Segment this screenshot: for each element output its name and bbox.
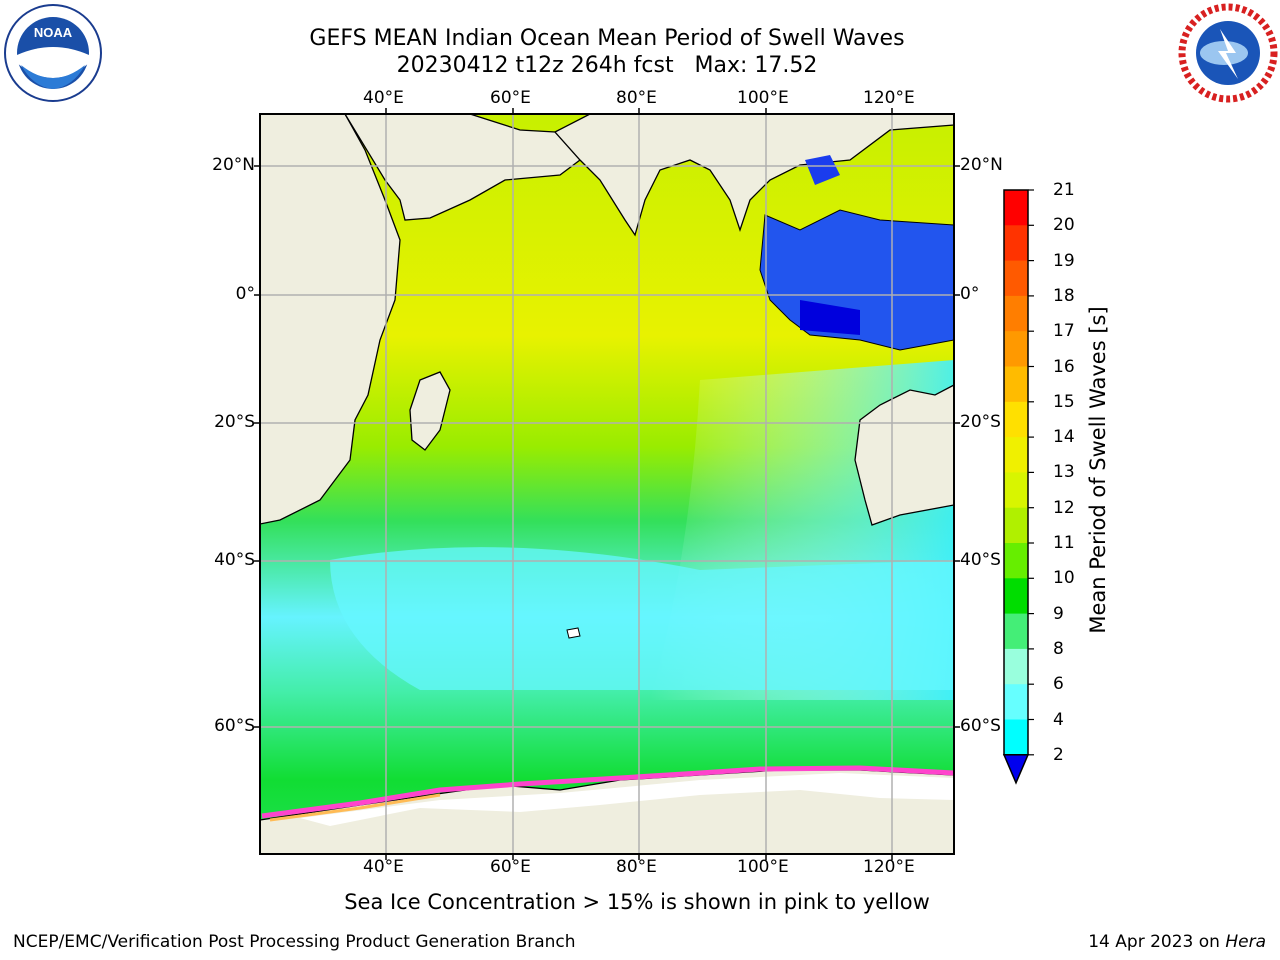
colorbar-segment <box>1004 331 1028 367</box>
colorbar-segment <box>1004 472 1028 509</box>
colorbar-segment <box>1004 225 1028 262</box>
lat-label-right-40s: 40°S <box>960 550 1001 570</box>
colorbar-tick-label: 2 <box>1053 744 1064 765</box>
colorbar-segment <box>1004 507 1028 544</box>
noaa-logo-text: NOAA <box>34 25 73 40</box>
nws-logo <box>1178 3 1278 103</box>
colorbar-segment <box>1004 719 1028 756</box>
lon-label-bottom-60e: 60°E <box>490 857 531 877</box>
lat-label-right-0: 0° <box>960 284 980 304</box>
colorbar-segment <box>1004 648 1028 685</box>
colorbar-segment <box>1004 190 1028 226</box>
colorbar-tick-label: 18 <box>1053 285 1075 306</box>
footer-host: Hera <box>1225 932 1266 952</box>
colorbar-tick-label: 11 <box>1053 533 1075 553</box>
colorbar-segment <box>1004 260 1028 297</box>
footer-date-text: 14 Apr 2023 on <box>1088 932 1226 952</box>
sea-ice-caption: Sea Ice Concentration > 15% is shown in … <box>344 890 930 914</box>
australia-land <box>854 384 954 526</box>
africa-land <box>260 114 401 525</box>
colorbar-segment <box>1004 401 1028 438</box>
lat-label-left-20n: 20°N <box>212 155 255 175</box>
lon-label-top-40e: 40°E <box>363 88 404 108</box>
colorbar-segment <box>1004 543 1028 579</box>
colorbar-segment <box>1004 684 1028 720</box>
colorbar-title: Mean Period of Swell Waves [s] <box>1086 306 1110 634</box>
colorbar-tick-label: 6 <box>1053 674 1064 695</box>
map-subtitle: 20230412 t12z 264h fcst Max: 17.52 <box>396 53 818 78</box>
colorbar-tick-label: 4 <box>1053 709 1064 730</box>
lat-label-right-20n: 20°N <box>960 155 1003 175</box>
colorbar-tick-label: 15 <box>1053 391 1075 412</box>
axis-ticks <box>254 108 960 860</box>
graticule <box>260 114 954 854</box>
colorbar-segment <box>1004 578 1028 615</box>
colorbar-tick-label: 16 <box>1053 356 1075 377</box>
colorbar-tick-label: 10 <box>1053 568 1075 589</box>
lat-label-right-60s: 60°S <box>960 716 1001 736</box>
lon-label-bottom-120e: 120°E <box>863 857 915 877</box>
madagascar-land <box>409 371 451 451</box>
lon-label-top-80e: 80°E <box>616 88 657 108</box>
footer-date: 14 Apr 2023 on Hera <box>1088 932 1266 952</box>
colorbar-tick-label: 8 <box>1053 638 1064 659</box>
colorbar-segment <box>1004 366 1028 403</box>
lat-label-left-40s: 40°S <box>214 550 255 570</box>
lat-label-left-60s: 60°S <box>214 716 255 736</box>
colorbar-tick-label: 14 <box>1053 427 1075 448</box>
colorbar-tick-label: 19 <box>1053 250 1075 271</box>
noaa-logo: NOAA <box>4 4 102 102</box>
lon-label-top-60e: 60°E <box>490 88 531 108</box>
lat-label-right-20s: 20°S <box>960 412 1001 432</box>
map-frame <box>259 113 955 855</box>
colorbar-segment <box>1004 295 1028 332</box>
map-title: GEFS MEAN Indian Ocean Mean Period of Sw… <box>309 26 905 51</box>
colorbar-extend-arrow <box>1002 754 1030 785</box>
lon-label-bottom-100e: 100°E <box>737 857 789 877</box>
colorbar-tick-label: 12 <box>1053 497 1075 518</box>
asia-land <box>553 114 954 237</box>
arabia-land <box>344 114 581 221</box>
colorbar <box>1002 189 1034 785</box>
colorbar-tick-label: 9 <box>1053 603 1064 624</box>
colorbar-tick-label: 20 <box>1053 215 1075 236</box>
lon-label-bottom-80e: 80°E <box>616 857 657 877</box>
lat-label-left-0: 0° <box>235 284 255 304</box>
lat-label-left-20s: 20°S <box>214 412 255 432</box>
colorbar-segment <box>1004 437 1028 473</box>
lon-label-top-100e: 100°E <box>737 88 789 108</box>
lon-label-bottom-40e: 40°E <box>363 857 404 877</box>
colorbar-tick-label: 13 <box>1053 462 1075 483</box>
footer-credit: NCEP/EMC/Verification Post Processing Pr… <box>13 932 576 952</box>
colorbar-tick-label: 21 <box>1053 180 1075 200</box>
colorbar-tick-label: 17 <box>1053 321 1075 342</box>
lon-label-top-120e: 120°E <box>863 88 915 108</box>
map-field <box>260 114 954 854</box>
colorbar-segment <box>1004 613 1028 650</box>
